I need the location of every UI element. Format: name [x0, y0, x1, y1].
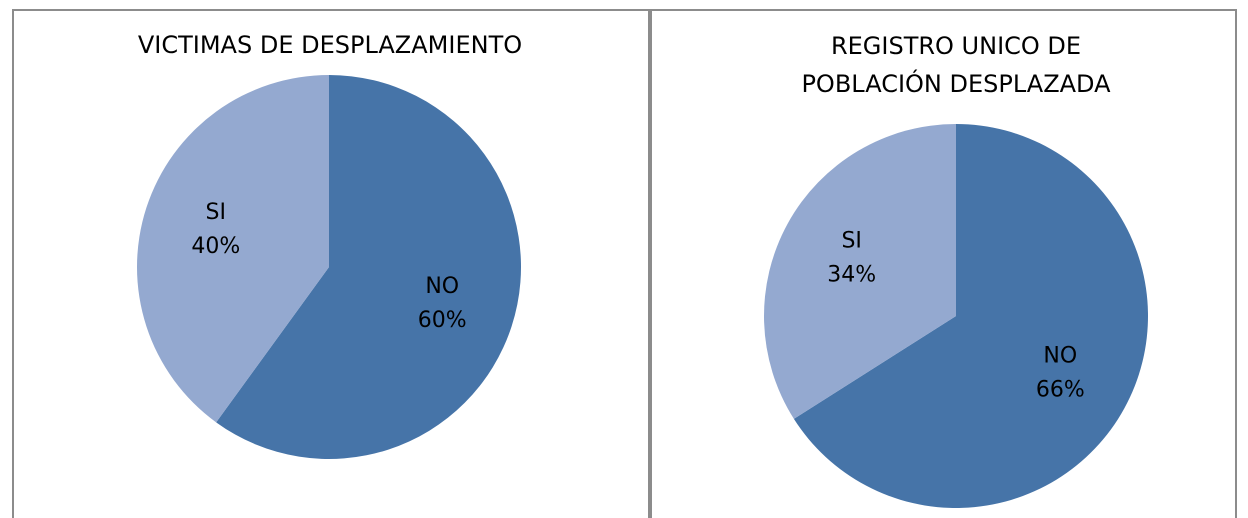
pie-slice	[764, 124, 956, 419]
pie-slice	[793, 124, 1148, 509]
chart-title: POBLACIÓN DESPLAZADA	[801, 68, 1111, 98]
chart-title: VICTIMAS DE DESPLAZAMIENTO	[138, 31, 522, 59]
slice-category: NO	[425, 274, 459, 299]
slice-value: 60%	[418, 308, 467, 333]
chart-title: REGISTRO UNICO DE	[831, 32, 1081, 60]
slice-category: SI	[841, 229, 861, 254]
pie-slice	[216, 75, 521, 459]
slice-category: SI	[206, 200, 226, 225]
slice-value: 40%	[191, 234, 240, 259]
slice-category: NO	[1043, 343, 1077, 368]
slice-value: 34%	[827, 263, 876, 288]
pie-slice	[136, 75, 329, 423]
slice-value: 66%	[1036, 377, 1085, 402]
